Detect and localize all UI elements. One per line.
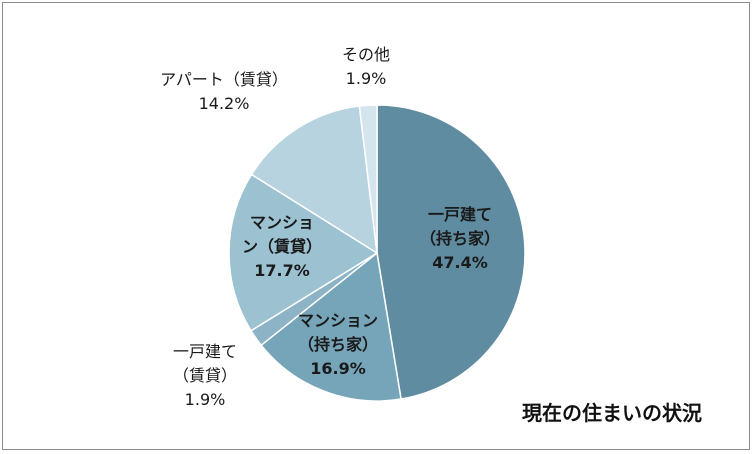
pie-slice-4 xyxy=(228,173,379,332)
slice-label-6: その他 1.9% xyxy=(342,45,390,88)
slice-labels: 一戸建て（持ち家） 47.4% マンション（持ち家） 16.9% 一戸建て（賃貸） 1.9… xyxy=(160,45,500,409)
slice-label-1: 一戸建て（持ち家） 47.4% xyxy=(420,205,500,272)
slice-label-3: 一戸建て（賃貸） 1.9% xyxy=(173,342,237,409)
pie-slice-6 xyxy=(358,104,378,254)
pie-slice-2 xyxy=(260,251,402,402)
pie-slice-5 xyxy=(250,105,378,255)
chart-title: 現在の住まいの状況 xyxy=(522,401,702,425)
slice-label-2: マンション（持ち家） 16.9% xyxy=(298,311,378,378)
slice-label-5: アパート（賃貸） 14.2% xyxy=(160,70,288,113)
slice-label-4: マンション（賃貸） 17.7% xyxy=(242,213,322,280)
pie-slice-1 xyxy=(376,104,526,400)
pie-slices xyxy=(228,104,526,402)
